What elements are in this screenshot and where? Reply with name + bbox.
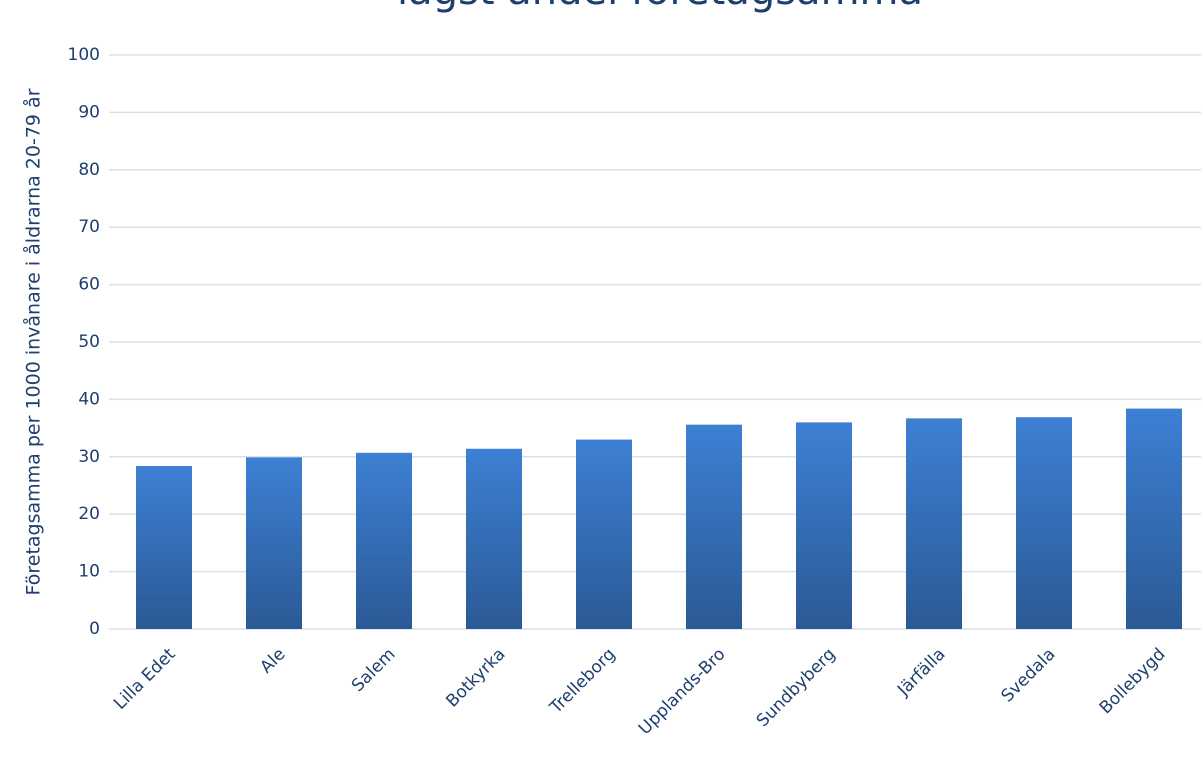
y-tick-label: 70 <box>78 217 100 237</box>
y-tick-label: 50 <box>78 332 100 352</box>
bar <box>1126 408 1182 629</box>
chart-title: lägst andel företagsamma <box>397 0 923 14</box>
bar <box>686 424 742 629</box>
x-tick-label: Salem <box>348 644 400 696</box>
bar <box>466 448 522 629</box>
y-axis-label: Företagsamma per 1000 invånare i åldrarn… <box>22 88 45 595</box>
bar <box>1016 417 1072 629</box>
bar <box>356 452 412 629</box>
y-tick-label: 20 <box>78 504 100 524</box>
bar <box>136 465 192 629</box>
x-tick-label: Botkyrka <box>442 644 509 711</box>
x-tick-label: Lilla Edet <box>110 644 180 714</box>
y-tick-label: 100 <box>68 45 100 65</box>
y-tick-label: 40 <box>78 389 100 409</box>
bar <box>796 422 852 629</box>
y-tick-label: 0 <box>89 619 100 639</box>
bar <box>246 457 302 629</box>
y-tick-label: 90 <box>78 102 100 122</box>
y-tick-label: 80 <box>78 160 100 180</box>
bar <box>576 439 632 629</box>
x-tick-label: Sundbyberg <box>753 644 840 731</box>
x-tick-label: Järfälla <box>893 644 949 700</box>
x-tick-label: Trelleborg <box>546 644 620 718</box>
y-tick-label: 10 <box>78 562 100 582</box>
x-tick-label: Upplands-Bro <box>635 644 730 739</box>
bar <box>906 418 962 629</box>
y-tick-label: 30 <box>78 447 100 467</box>
x-tick-label: Ale <box>256 644 289 677</box>
x-tick-label: Bollebygd <box>1096 644 1170 718</box>
y-tick-label: 60 <box>78 275 100 295</box>
x-tick-label: Svedala <box>998 644 1060 706</box>
